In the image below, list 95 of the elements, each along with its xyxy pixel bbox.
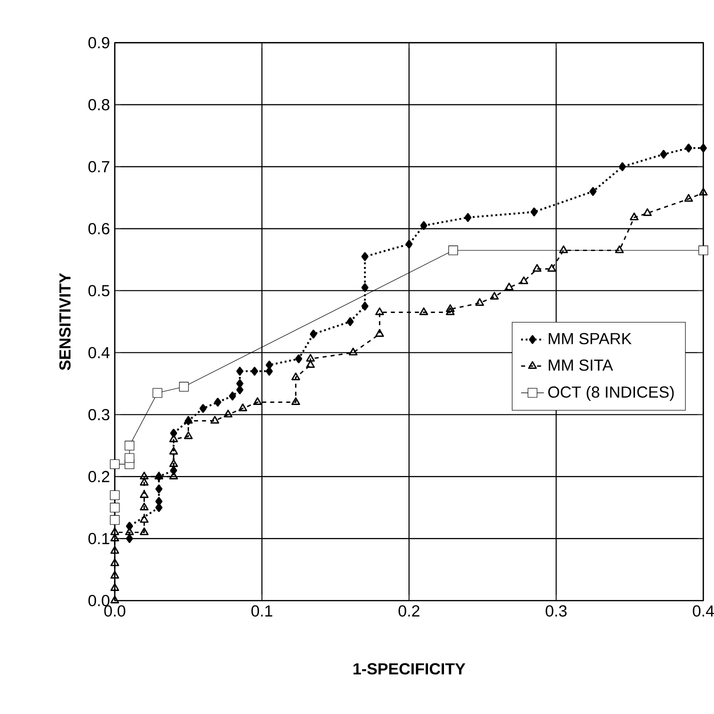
point (110, 546, 120, 554)
point (152, 388, 162, 398)
y-tick-label: 0.8 (88, 99, 110, 110)
point (375, 307, 384, 316)
point (346, 317, 354, 326)
point (504, 282, 514, 290)
point (700, 144, 707, 152)
point (155, 484, 162, 494)
point (140, 478, 149, 486)
point (210, 416, 220, 424)
point (266, 360, 273, 370)
point (375, 329, 384, 337)
y-tick-label: 0.5 (88, 284, 110, 296)
point (698, 246, 708, 256)
point (361, 283, 368, 292)
y-tick-label: 0.1 (88, 532, 110, 544)
point (291, 372, 300, 380)
point (490, 292, 499, 300)
point (238, 403, 248, 412)
point (140, 472, 149, 480)
point (475, 298, 484, 306)
point (253, 397, 262, 406)
y-axis-title: SENSITIVITY (59, 272, 71, 370)
point (306, 360, 315, 368)
legend-label: MM SPARK (548, 332, 632, 344)
point (126, 534, 134, 543)
point (124, 453, 134, 463)
point (589, 187, 597, 196)
point (155, 503, 162, 512)
point (110, 558, 120, 566)
x-tick-label: 0.4 (692, 605, 714, 617)
point (310, 330, 317, 338)
point (519, 276, 528, 284)
point (685, 144, 692, 152)
y-tick-label: 0.7 (88, 161, 110, 172)
point (110, 490, 120, 500)
point (446, 304, 455, 312)
point (140, 490, 149, 498)
point (140, 515, 149, 523)
point (179, 382, 189, 392)
point (291, 397, 300, 406)
x-tick-label: 0.2 (398, 605, 420, 617)
y-tick-label: 0.2 (88, 470, 110, 482)
point (251, 366, 258, 376)
point (169, 459, 178, 468)
point (618, 162, 626, 172)
point (615, 245, 624, 254)
point (200, 404, 207, 413)
point (169, 446, 178, 455)
x-tick-label: 0.1 (251, 605, 272, 617)
point (295, 354, 302, 364)
point (446, 307, 455, 316)
point (361, 252, 368, 261)
point (532, 264, 542, 272)
point (110, 527, 120, 536)
point (306, 354, 315, 362)
point (361, 302, 368, 311)
y-tick-label: 0.3 (88, 408, 110, 420)
point (140, 502, 149, 510)
point (110, 515, 120, 525)
point (420, 221, 428, 230)
point (110, 570, 120, 579)
legend-label: MM SITA (548, 359, 614, 371)
y-tick-label: 0.6 (88, 223, 110, 234)
point (228, 392, 236, 400)
point (530, 208, 538, 216)
x-tick-label: 0.0 (104, 605, 126, 617)
point (698, 188, 708, 196)
point (110, 502, 120, 512)
point (547, 264, 556, 272)
y-tick-label: 0.9 (88, 37, 110, 48)
point (110, 596, 120, 604)
point (348, 348, 358, 356)
point (559, 245, 568, 254)
point (684, 194, 693, 202)
point (406, 240, 413, 249)
point (464, 213, 472, 222)
point (110, 459, 120, 470)
point (643, 208, 652, 216)
point (448, 246, 458, 256)
point (124, 440, 134, 450)
x-axis-title: 1-SPECIFICITY (354, 663, 466, 674)
y-tick-label: 0.4 (88, 346, 110, 358)
point (224, 410, 232, 418)
point (140, 527, 149, 536)
point (214, 398, 222, 407)
point (184, 431, 193, 440)
x-tick-label: 0.3 (546, 605, 567, 617)
legend-label: OCT (8 INDICES) (548, 386, 674, 401)
point (660, 150, 668, 159)
point (110, 583, 120, 591)
point (236, 366, 244, 376)
point (630, 212, 639, 220)
y-tick-label: 0.0 (88, 594, 110, 606)
point (419, 307, 428, 316)
